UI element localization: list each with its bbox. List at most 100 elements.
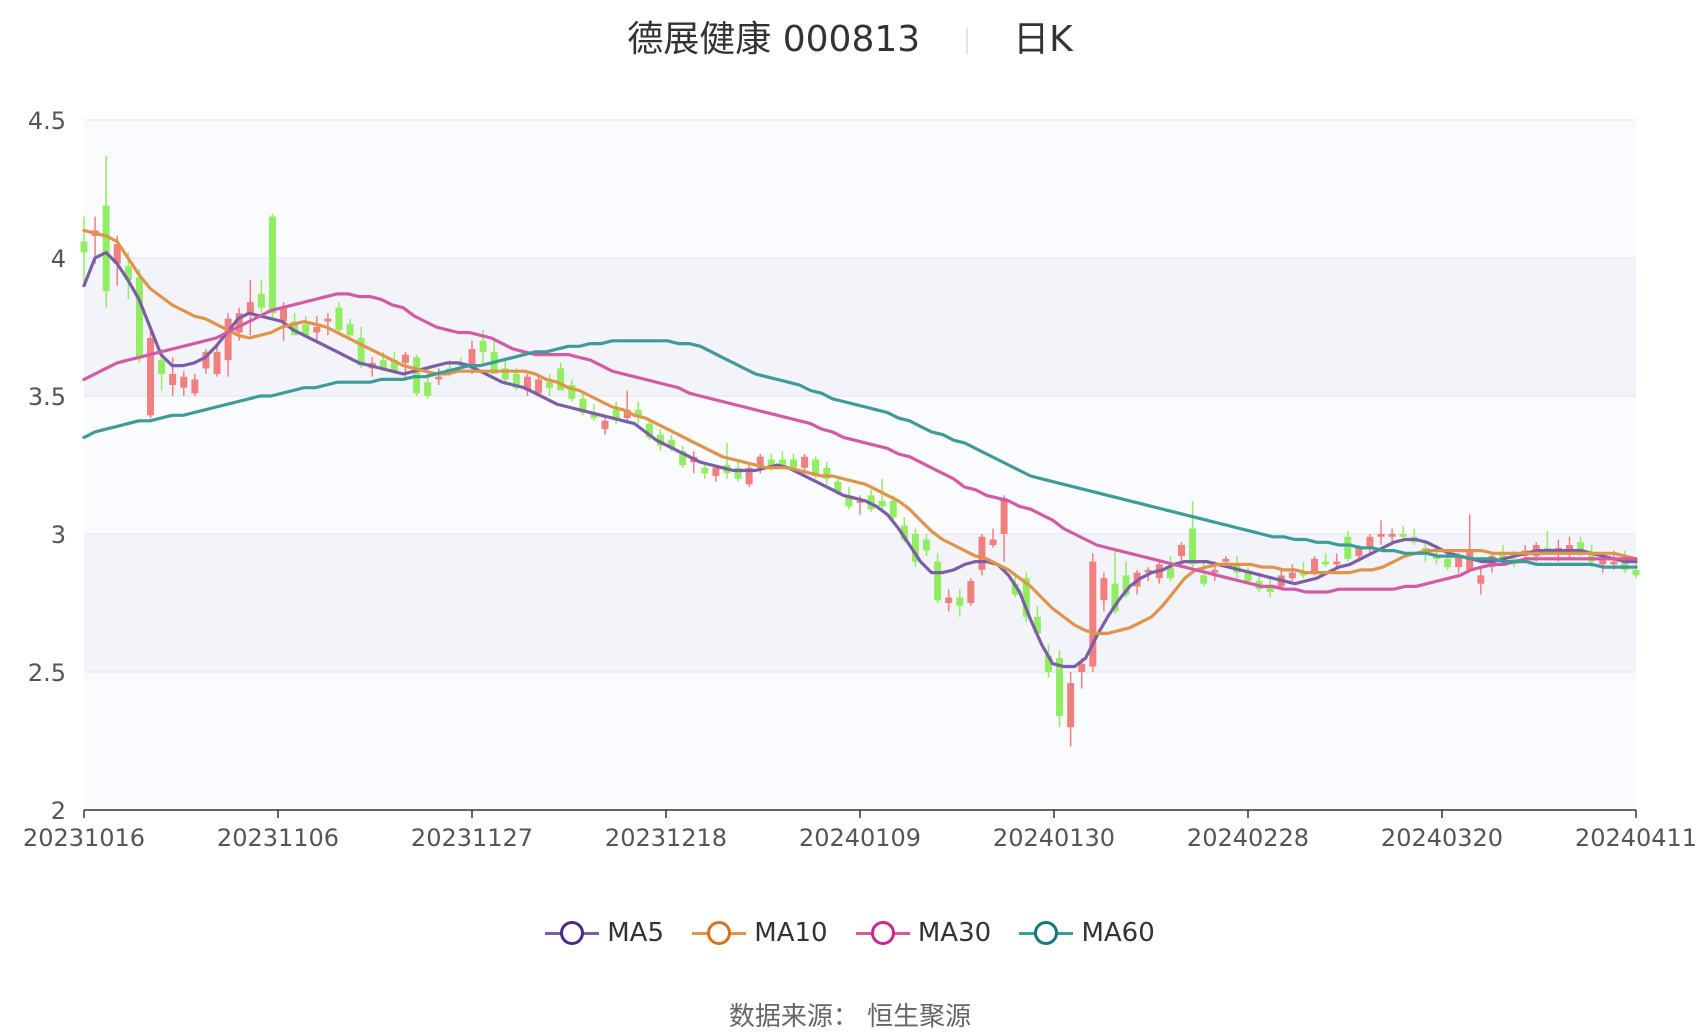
candle <box>335 302 343 333</box>
candle-body <box>346 324 354 336</box>
y-tick-label: 3.5 <box>28 383 66 411</box>
legend-ma60-marker <box>1019 921 1074 945</box>
candle <box>945 589 953 612</box>
candle-body <box>1033 616 1041 634</box>
chart-title: 德展健康 000813 日K <box>0 10 1700 62</box>
candle <box>313 315 321 344</box>
plot-band <box>84 672 1636 810</box>
candle <box>1366 534 1374 554</box>
candle-body <box>623 409 631 419</box>
y-tick-label: 3 <box>51 521 66 549</box>
candle-body <box>934 561 942 601</box>
candle <box>535 373 543 396</box>
candle-body <box>280 307 288 322</box>
candle-body <box>512 373 520 388</box>
candle <box>878 478 886 512</box>
candle <box>1322 553 1330 568</box>
title-separator <box>965 28 968 54</box>
candle-body <box>801 456 809 468</box>
candle <box>557 362 565 391</box>
candle <box>1089 553 1097 672</box>
candle-body <box>1078 663 1086 672</box>
candle <box>224 313 232 377</box>
candle-body <box>878 500 886 507</box>
candle-body <box>1377 534 1385 537</box>
candle-body <box>1288 572 1296 579</box>
candle-body <box>1599 558 1607 565</box>
x-tick-label: 20231016 <box>23 824 145 852</box>
candle <box>1067 672 1075 747</box>
candle-body <box>213 351 221 374</box>
candle <box>546 373 554 396</box>
candle-body <box>246 302 254 314</box>
candle <box>102 155 110 308</box>
candle-body <box>268 216 276 314</box>
candle <box>1177 542 1185 565</box>
candle <box>435 368 443 385</box>
candle-body <box>978 536 986 570</box>
x-tick-label: 20240320 <box>1381 824 1503 852</box>
plot-band <box>84 120 1636 258</box>
candle-body <box>1111 583 1119 612</box>
candle <box>523 373 531 396</box>
x-tick-label: 20240411 <box>1575 824 1697 852</box>
candle-body <box>1067 683 1075 728</box>
candle-body <box>612 409 620 419</box>
legend-ma5[interactable]: MA5 <box>545 918 664 948</box>
candle-body <box>124 266 132 281</box>
candle <box>1056 649 1064 728</box>
candle-body <box>634 409 642 416</box>
candle-body <box>1311 558 1319 573</box>
candle-body <box>1100 578 1108 601</box>
candle-body <box>1577 542 1585 554</box>
candle-body <box>202 351 210 369</box>
candle-body <box>1177 545 1185 557</box>
candle <box>1200 561 1208 587</box>
candle-body <box>645 423 653 438</box>
candle <box>679 445 687 468</box>
candle-body <box>767 459 775 468</box>
candle-body <box>823 467 831 479</box>
candle-body <box>845 495 853 507</box>
candle-body <box>80 241 88 253</box>
legend-ma10[interactable]: MA10 <box>692 918 828 948</box>
y-tick-label: 4.5 <box>28 107 66 135</box>
candle-body <box>1211 569 1219 573</box>
candle-body <box>745 467 753 485</box>
candle-body <box>1189 528 1197 565</box>
candle <box>656 429 664 452</box>
legend-ma60[interactable]: MA60 <box>1019 918 1155 948</box>
candle <box>1044 644 1052 678</box>
grid-lines <box>84 119 1636 673</box>
candle <box>634 401 642 424</box>
candle-body <box>1632 569 1640 576</box>
y-tick-label: 2 <box>51 797 66 825</box>
candle <box>213 346 221 377</box>
candle-body <box>712 467 720 477</box>
legend-ma30[interactable]: MA30 <box>855 918 991 948</box>
data-source: 数据来源： 恒生聚源 <box>728 1002 972 1032</box>
candle-body <box>180 376 188 388</box>
candle-body <box>1056 658 1064 717</box>
candle-body <box>523 376 531 391</box>
candle-body <box>989 539 997 546</box>
candle <box>135 269 143 363</box>
candle-body <box>324 318 332 322</box>
candle <box>745 465 753 488</box>
candle <box>701 462 709 479</box>
candle <box>1166 556 1174 581</box>
candle-body <box>468 349 476 369</box>
candle-body <box>601 420 609 430</box>
candle <box>1244 567 1252 584</box>
legend-ma5-label: MA5 <box>607 918 665 948</box>
candle <box>1100 572 1108 612</box>
candle-body <box>856 500 864 503</box>
candle-body <box>1455 556 1463 568</box>
candle-body <box>257 293 265 308</box>
candle-body <box>900 525 908 540</box>
candle <box>1477 567 1485 595</box>
candle-body <box>335 307 343 330</box>
candle <box>934 553 942 603</box>
candle-body <box>147 338 155 416</box>
candle <box>180 371 188 396</box>
